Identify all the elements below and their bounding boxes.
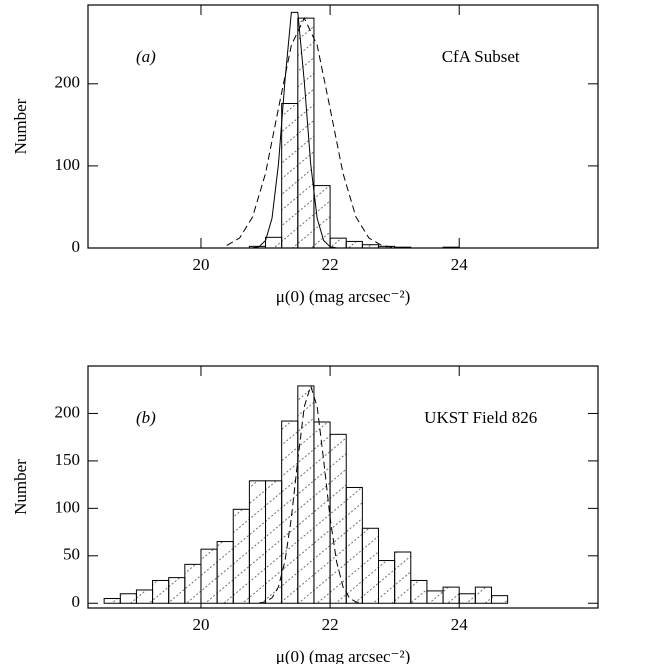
histogram-bar	[345, 240, 363, 249]
x-axis-title: μ(0) (mag arcsec⁻²)	[276, 287, 411, 306]
fit-curve	[258, 384, 363, 604]
axes-frame	[87, 365, 599, 609]
histogram-bar	[361, 527, 380, 604]
y-tick-label: 100	[55, 155, 81, 174]
histogram-bar	[281, 103, 299, 249]
histogram-bar	[394, 551, 412, 604]
y-tick-label: 150	[55, 450, 81, 469]
histogram-bar	[216, 541, 234, 604]
histogram-bar	[378, 560, 396, 604]
histogram-bar	[168, 577, 186, 604]
histogram-bar	[152, 579, 170, 604]
axes-frame	[87, 4, 599, 249]
fit-curve	[226, 16, 395, 249]
histogram-bar	[297, 17, 315, 249]
histogram-bar	[265, 236, 283, 249]
histogram-bar	[281, 420, 299, 604]
y-tick-label: 50	[63, 545, 80, 564]
x-tick-label: 22	[322, 255, 339, 274]
x-axis-title: μ(0) (mag arcsec⁻²)	[276, 647, 411, 664]
panel-label: CfA Subset	[442, 47, 520, 66]
histogram-bar	[345, 486, 363, 604]
x-tick-label: 20	[192, 615, 209, 634]
y-tick-label: 100	[55, 497, 81, 516]
histogram-bar	[313, 185, 331, 249]
histogram-bar	[103, 598, 121, 604]
y-axis-title: Number	[11, 459, 30, 515]
y-tick-label: 0	[72, 592, 81, 611]
histogram-bar	[200, 548, 218, 604]
histogram-bar	[490, 595, 509, 604]
histogram-bar	[442, 586, 460, 604]
histogram-bar	[184, 563, 202, 604]
panel-label: UKST Field 826	[424, 408, 537, 427]
y-tick-label: 0	[72, 237, 81, 256]
panel-annotation: (a)	[136, 47, 156, 66]
histogram-bar	[410, 579, 428, 604]
histogram-bar	[458, 593, 476, 604]
x-tick-label: 24	[451, 255, 469, 274]
histogram-bar	[248, 480, 267, 604]
histogram-bar	[329, 433, 347, 604]
histogram-bar	[297, 385, 315, 604]
histogram-bar	[329, 237, 347, 249]
histogram-bar	[313, 421, 331, 604]
y-axis-title: Number	[11, 98, 30, 154]
histogram-bar	[426, 590, 444, 604]
fit-curve	[252, 11, 337, 249]
x-tick-label: 24	[451, 615, 469, 634]
histogram-bar	[474, 586, 492, 604]
y-tick-label: 200	[55, 73, 81, 92]
y-tick-label: 200	[55, 402, 81, 421]
x-tick-label: 22	[322, 615, 339, 634]
x-tick-label: 20	[192, 255, 209, 274]
histogram-bar	[265, 480, 283, 604]
histogram-bar	[119, 593, 137, 604]
histogram-bar	[135, 589, 154, 604]
panel-annotation: (b)	[136, 408, 156, 427]
histogram-bar	[232, 508, 250, 604]
